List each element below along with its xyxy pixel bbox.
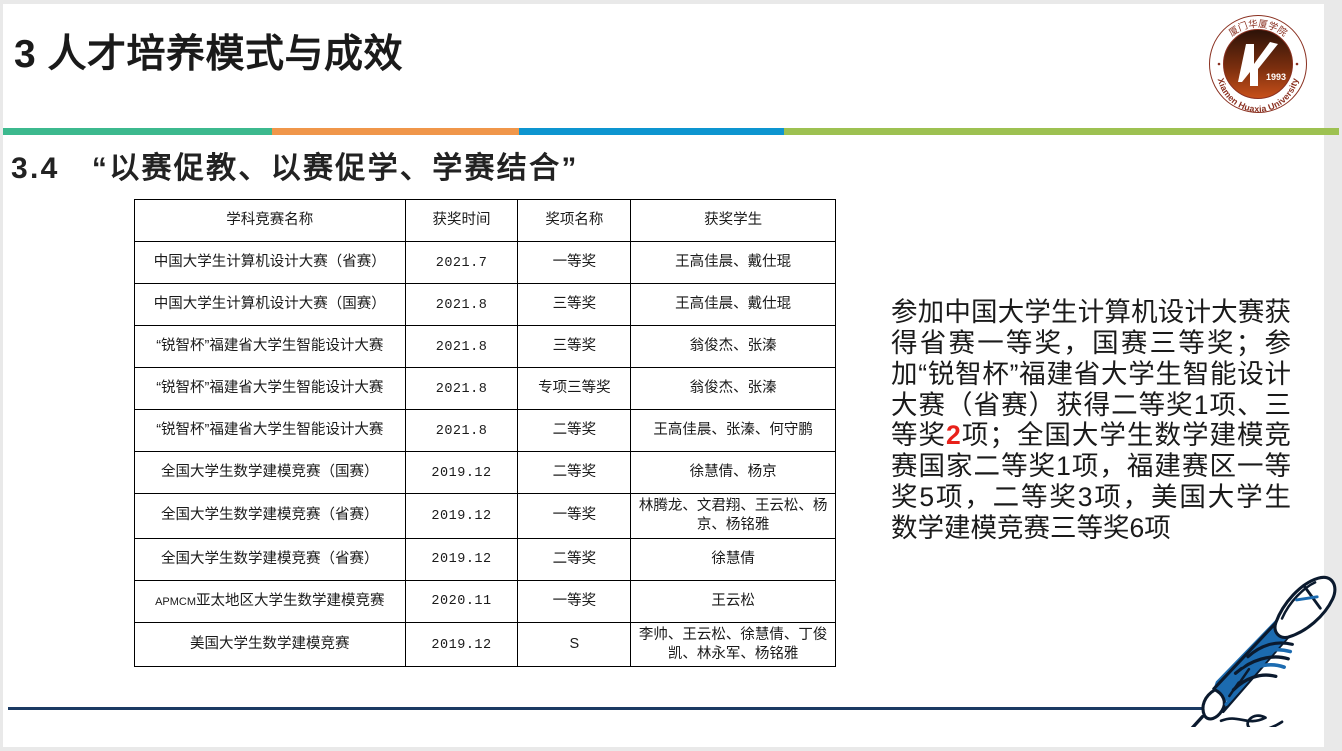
svg-text:1993: 1993 — [1266, 72, 1286, 82]
